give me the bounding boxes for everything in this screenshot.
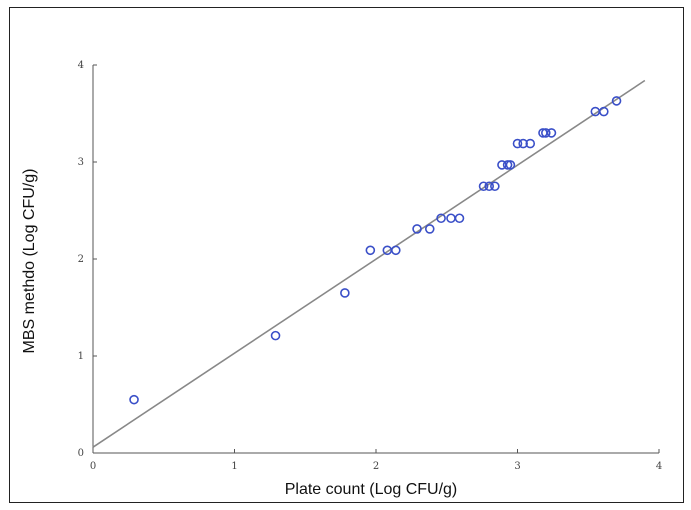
- data-point: [270, 330, 281, 341]
- data-point: [525, 138, 536, 149]
- ticks: 0 1 2 3 4 0 1 2 3 4: [78, 60, 663, 472]
- data-point: [424, 224, 435, 234]
- x-tick-label: 4: [656, 461, 662, 472]
- x-tick-label: 2: [373, 461, 379, 472]
- data-points: [129, 96, 622, 405]
- x-tick-label: 1: [231, 461, 237, 472]
- data-point: [391, 245, 401, 256]
- data-point: [599, 106, 609, 117]
- data-point: [490, 181, 500, 192]
- y-tick-label: 0: [78, 448, 84, 459]
- data-point: [540, 128, 551, 138]
- x-tick-label: 3: [514, 461, 520, 472]
- data-point: [446, 213, 456, 224]
- y-axis-title: MBS methdo (Log CFU/g): [21, 169, 38, 354]
- x-axis-title: Plate count (Log CFU/g): [285, 481, 458, 498]
- data-point: [505, 160, 516, 170]
- chart-frame: [9, 7, 684, 503]
- data-point: [512, 138, 523, 149]
- y-tick-label: 1: [78, 351, 84, 362]
- data-point: [484, 181, 495, 192]
- data-point: [546, 128, 557, 138]
- x-tick-label: 0: [90, 461, 96, 472]
- data-point: [611, 96, 622, 106]
- data-point: [412, 224, 422, 234]
- y-tick-label: 4: [78, 60, 84, 71]
- y-tick-label: 2: [78, 254, 84, 265]
- data-point: [518, 138, 528, 149]
- data-point: [454, 213, 465, 224]
- y-tick-label: 3: [78, 157, 84, 168]
- fit-line: [92, 79, 646, 448]
- data-point: [340, 288, 350, 298]
- data-point: [436, 213, 446, 224]
- data-point: [478, 181, 489, 192]
- data-point: [365, 245, 376, 256]
- data-point: [129, 394, 139, 405]
- data-point: [502, 160, 513, 170]
